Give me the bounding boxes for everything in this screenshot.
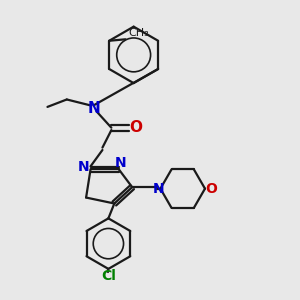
Text: Cl: Cl <box>101 269 116 283</box>
Text: O: O <box>129 120 142 135</box>
Text: N: N <box>87 101 100 116</box>
Text: N: N <box>115 156 126 170</box>
Text: N: N <box>78 160 90 174</box>
Text: O: O <box>205 182 217 196</box>
Text: CH₃: CH₃ <box>128 28 149 38</box>
Text: N: N <box>153 182 165 196</box>
